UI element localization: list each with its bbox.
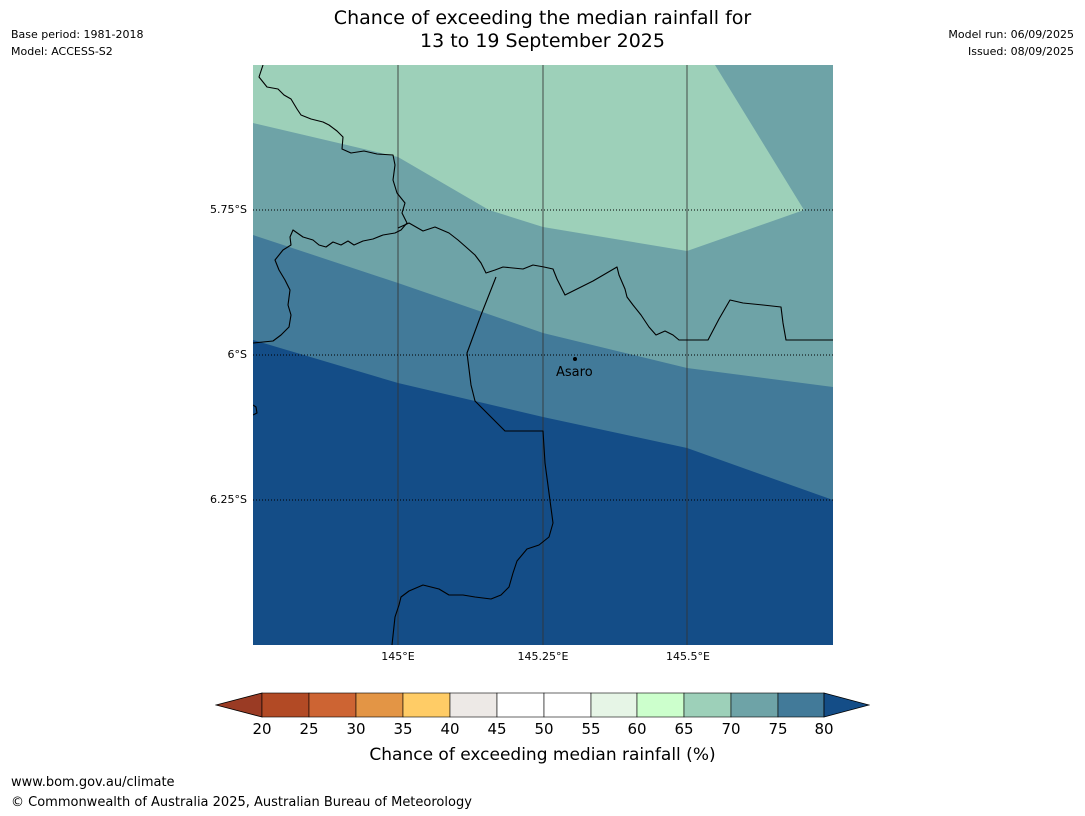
base-period-text: Base period: 1981-2018 — [11, 28, 144, 41]
map-zone-65-70 — [253, 65, 804, 251]
colorbar-bin-30-35 — [355, 692, 404, 718]
colorbar-tick-40: 40 — [440, 720, 460, 738]
asaro-marker — [573, 357, 577, 361]
footer-copyright: © Commonwealth of Australia 2025, Austra… — [11, 795, 472, 810]
title-line-1: Chance of exceeding the median rainfall … — [333, 7, 752, 29]
boundary-north — [253, 65, 408, 344]
header-meta-right: Model run: 06/09/2025 Issued: 08/09/2025 — [948, 26, 1074, 60]
lat-label-5-75: 5.75°S — [210, 203, 247, 216]
colorbar — [215, 692, 870, 718]
lon-label-145: 145°E — [381, 650, 415, 663]
colorbar-extend-high — [823, 692, 870, 718]
place-label-asaro: Asaro — [556, 365, 593, 380]
colorbar-bin-55-60 — [590, 692, 638, 718]
colorbar-tick-25: 25 — [299, 720, 319, 738]
rainfall-map — [253, 65, 833, 645]
colorbar-bin-25-30 — [308, 692, 357, 718]
colorbar-bin-70-75 — [730, 692, 779, 718]
colorbar-tick-70: 70 — [721, 720, 741, 738]
colorbar-label: Chance of exceeding median rainfall (%) — [369, 745, 716, 765]
colorbar-tick-45: 45 — [487, 720, 507, 738]
colorbar-tick-80: 80 — [814, 720, 834, 738]
colorbar-bin-75-80 — [777, 692, 825, 718]
colorbar-tick-50: 50 — [534, 720, 554, 738]
colorbar-bin-50-55 — [543, 692, 592, 718]
lat-label-6: 6°S — [227, 348, 247, 361]
footer-url: www.bom.gov.au/climate — [11, 775, 175, 790]
boundary-west-edge — [253, 404, 258, 416]
colorbar-tick-55: 55 — [581, 720, 601, 738]
colorbar-tick-65: 65 — [674, 720, 694, 738]
colorbar-extend-low — [215, 692, 263, 718]
boundary-center — [397, 222, 833, 341]
colorbar-bin-45-50 — [496, 692, 545, 718]
lat-label-6-25: 6.25°S — [210, 493, 247, 506]
boundary-south — [391, 276, 554, 645]
page-title: Chance of exceeding the median rainfall … — [0, 7, 1085, 53]
colorbar-tick-75: 75 — [768, 720, 788, 738]
lon-label-145-5: 145.5°E — [666, 650, 710, 663]
colorbar-tick-35: 35 — [393, 720, 413, 738]
colorbar-bin-65-70 — [683, 692, 732, 718]
lon-label-145-25: 145.25°E — [517, 650, 569, 663]
issued-text: Issued: 08/09/2025 — [967, 45, 1074, 58]
model-run-text: Model run: 06/09/2025 — [948, 28, 1074, 41]
colorbar-bin-40-45 — [449, 692, 498, 718]
colorbar-tick-60: 60 — [627, 720, 647, 738]
model-text: Model: ACCESS-S2 — [11, 45, 113, 58]
title-line-2: 13 to 19 September 2025 — [420, 30, 665, 52]
colorbar-bin-60-65 — [636, 692, 685, 718]
colorbar-bin-20-25 — [261, 692, 310, 718]
colorbar-tick-30: 30 — [346, 720, 366, 738]
colorbar-bin-35-40 — [402, 692, 451, 718]
header-meta-left: Base period: 1981-2018 Model: ACCESS-S2 — [11, 26, 143, 60]
colorbar-tick-20: 20 — [252, 720, 272, 738]
